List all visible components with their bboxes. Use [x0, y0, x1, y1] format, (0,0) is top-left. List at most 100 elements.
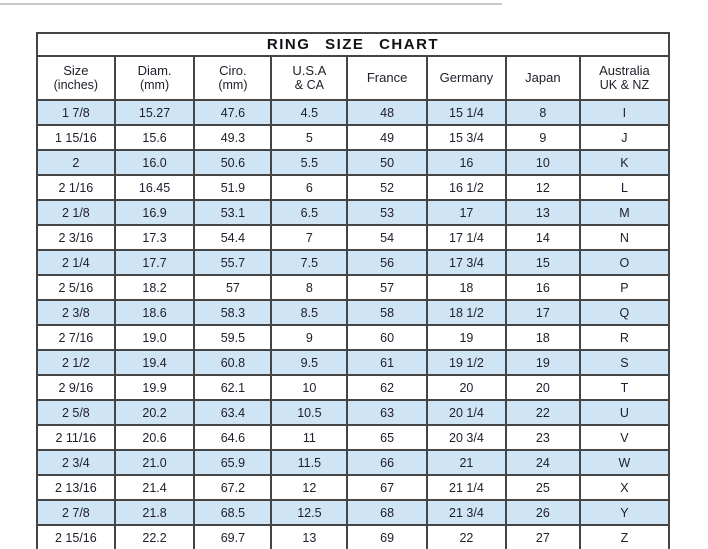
table-cell: 52 [346, 174, 428, 201]
table-cell: 24 [504, 449, 581, 476]
table-cell: 1 15/16 [36, 124, 116, 151]
table-cell: 6.5 [270, 199, 349, 226]
table-cell: 15.27 [113, 99, 196, 126]
table-cell: 55.7 [193, 249, 273, 276]
table-cell: 20.2 [113, 399, 196, 426]
table-cell: 67 [346, 474, 428, 501]
table-cell: 53.1 [193, 199, 273, 226]
table-cell: 22 [425, 524, 507, 549]
table-cell: 26 [504, 499, 581, 526]
table-row: 2 5/16 18.2 57 8 57 18 16 P [36, 274, 671, 301]
column-header-label: Diam. [137, 62, 172, 78]
table-cell: 2 1/4 [36, 249, 116, 276]
table-cell: 62 [346, 374, 428, 401]
table-cell: 13 [270, 524, 349, 549]
table-cell: 8 [270, 274, 349, 301]
table-cell: 16 [425, 149, 507, 176]
table-cell: 12 [270, 474, 349, 501]
table-cell: 50 [346, 149, 428, 176]
table-cell: 68 [346, 499, 428, 526]
table-row: 2 7/8 21.8 68.5 12.5 68 21 3/4 26 Y [36, 499, 671, 526]
table-cell: 17.7 [113, 249, 196, 276]
table-cell: 53 [346, 199, 428, 226]
table-cell: 51.9 [193, 174, 273, 201]
table-cell: 60 [346, 324, 428, 351]
table-row: 2 11/16 20.6 64.6 11 65 20 3/4 23 V [36, 424, 671, 451]
table-cell: 19 1/2 [425, 349, 507, 376]
table-cell: 21.4 [113, 474, 196, 501]
table-cell: 59.5 [193, 324, 273, 351]
column-header-france: France [346, 55, 428, 101]
table-cell: 18 [425, 274, 507, 301]
table-cell: 69.7 [193, 524, 273, 549]
column-header-u-s-a: U.S.A & CA [270, 55, 349, 101]
column-header-label: France [366, 70, 408, 86]
table-row: 2 16.0 50.6 5.5 50 16 10 K [36, 149, 671, 176]
column-header-label: Australia [599, 62, 650, 78]
table-cell: 15 1/4 [425, 99, 507, 126]
table-row: 1 15/16 15.6 49.3 5 49 15 3/4 9 J [36, 124, 671, 151]
column-header-ciro: Ciro. (mm) [193, 55, 273, 101]
column-header-label: Germany [439, 70, 494, 86]
ring-size-chart-table: RING SIZE CHART Size (inches) Diam. (mm) Cir… [36, 32, 671, 549]
table-cell: 2 7/8 [36, 499, 116, 526]
table-cell: 18.6 [113, 299, 196, 326]
table-cell: 2 15/16 [36, 524, 116, 549]
column-header-germany: Germany [425, 55, 507, 101]
table-cell: 62.1 [193, 374, 273, 401]
table-cell: K [578, 149, 671, 176]
table-cell: 20.6 [113, 424, 196, 451]
table-cell: 2 11/16 [36, 424, 116, 451]
table-cell: V [578, 424, 671, 451]
column-header-japan: Japan [504, 55, 581, 101]
table-cell: 9.5 [270, 349, 349, 376]
column-header-diam: Diam. (mm) [113, 55, 196, 101]
table-cell: P [578, 274, 671, 301]
table-cell: 11 [270, 424, 349, 451]
table-row: 2 3/4 21.0 65.9 11.5 66 21 24 W [36, 449, 671, 476]
table-cell: 21 3/4 [425, 499, 507, 526]
column-header-sublabel: (inches) [53, 78, 99, 93]
table-cell: 7.5 [270, 249, 349, 276]
table-cell: 22 [504, 399, 581, 426]
column-header-sublabel: (mm) [218, 78, 248, 93]
table-cell: 58 [346, 299, 428, 326]
table-cell: R [578, 324, 671, 351]
table-cell: 49 [346, 124, 428, 151]
table-cell: 16.0 [113, 149, 196, 176]
column-header-sublabel: UK & NZ [599, 78, 650, 93]
table-cell: 63.4 [193, 399, 273, 426]
column-header-label: Japan [525, 70, 561, 86]
table-cell: 2 1/8 [36, 199, 116, 226]
table-cell: 21 1/4 [425, 474, 507, 501]
table-cell: 13 [504, 199, 581, 226]
table-cell: 2 1/16 [36, 174, 116, 201]
table-cell: Y [578, 499, 671, 526]
table-cell: I [578, 99, 671, 126]
table-cell: 57 [346, 274, 428, 301]
table-cell: 64.6 [193, 424, 273, 451]
table-cell: 17 1/4 [425, 224, 507, 251]
table-cell: 67.2 [193, 474, 273, 501]
header-row: Size (inches) Diam. (mm) Ciro. (mm) U.S.A & CA F… [36, 55, 671, 101]
table-cell: 16 [504, 274, 581, 301]
table-row: 2 1/8 16.9 53.1 6.5 53 17 13 M [36, 199, 671, 226]
table-cell: 9 [504, 124, 581, 151]
table-cell: 21 [425, 449, 507, 476]
table-row: 2 13/16 21.4 67.2 12 67 21 1/4 25 X [36, 474, 671, 501]
table-cell: 20 [504, 374, 581, 401]
table-row: 2 1/4 17.7 55.7 7.5 56 17 3/4 15 O [36, 249, 671, 276]
table-cell: 56 [346, 249, 428, 276]
table-cell: 2 3/4 [36, 449, 116, 476]
table-body: 1 7/8 15.27 47.6 4.5 48 15 1/4 8 I 1 15/16 15.6 49… [36, 99, 671, 549]
table-cell: 15 [504, 249, 581, 276]
table-cell: 20 1/4 [425, 399, 507, 426]
column-header-size: Size (inches) [36, 55, 116, 101]
table-cell: 23 [504, 424, 581, 451]
table-cell: 17.3 [113, 224, 196, 251]
column-header-sublabel: & CA [294, 78, 324, 93]
table-cell: 5.5 [270, 149, 349, 176]
table-cell: 2 1/2 [36, 349, 116, 376]
table-cell: 69 [346, 524, 428, 549]
table-cell: 60.8 [193, 349, 273, 376]
